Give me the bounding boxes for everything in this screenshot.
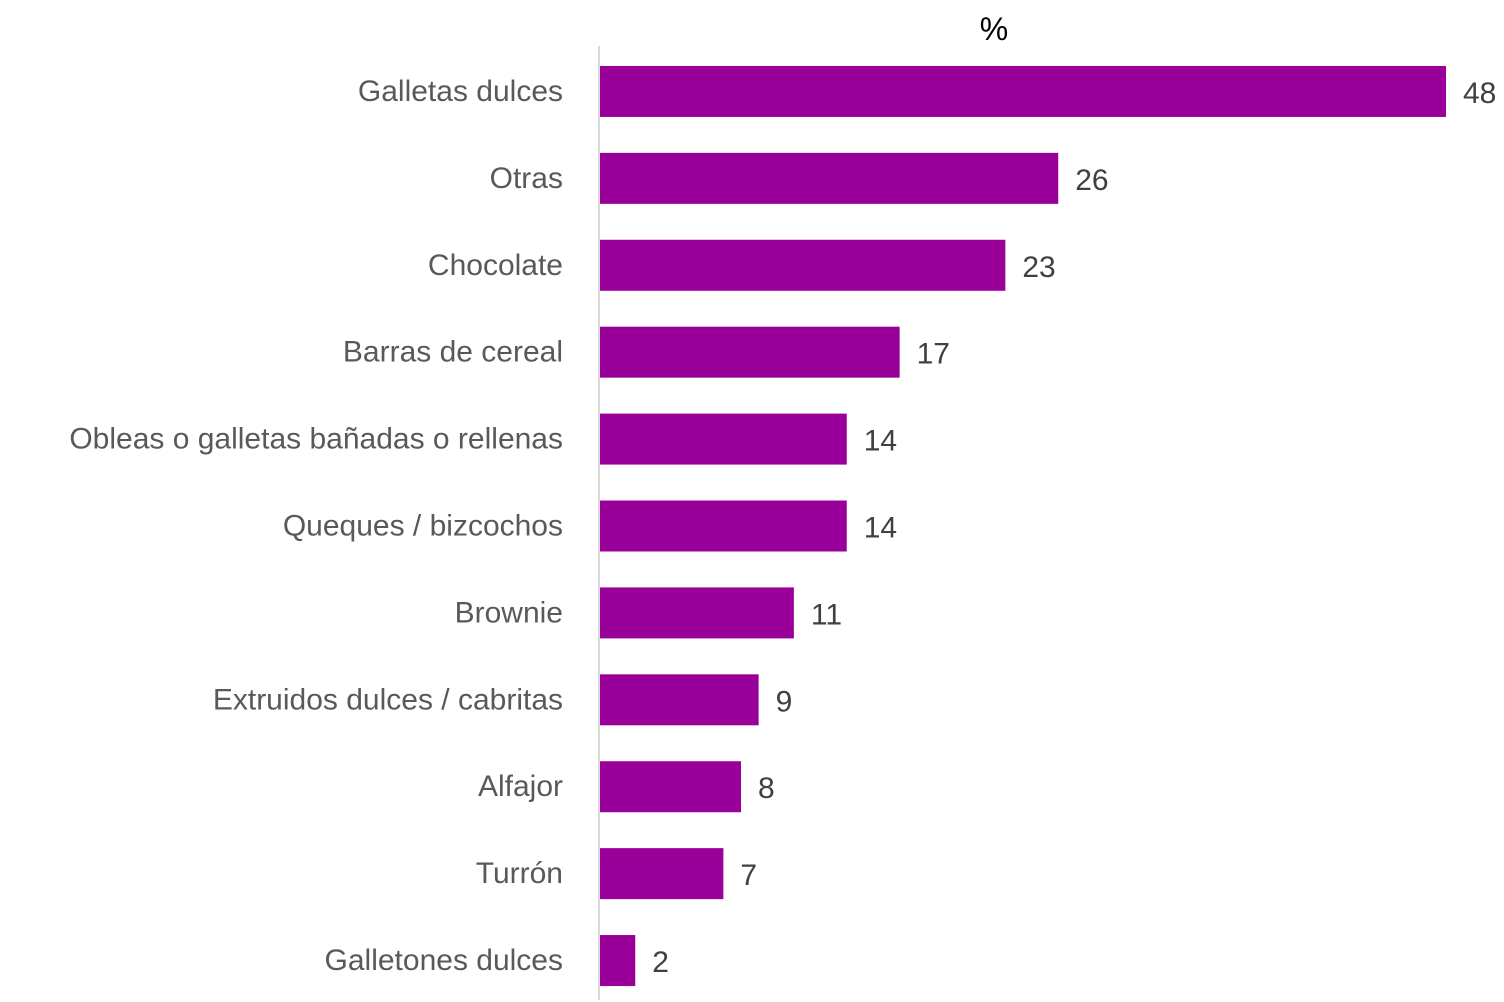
- category-label: Queques / bizcochos: [283, 510, 563, 543]
- bar: [600, 413, 847, 465]
- data-label: 8: [758, 772, 775, 805]
- bar: [600, 152, 1059, 204]
- bar: [600, 761, 741, 813]
- data-label: 14: [864, 512, 897, 545]
- value-labels: 48 26 23 17 14 14 11 9 8 7 2: [652, 77, 1496, 979]
- category-label: Otras: [490, 162, 563, 195]
- data-label: 2: [652, 946, 669, 979]
- data-label: 48: [1463, 77, 1496, 110]
- bar: [600, 587, 794, 639]
- category-label: Chocolate: [428, 249, 563, 282]
- bar: [600, 326, 900, 378]
- category-label: Turrón: [476, 857, 563, 890]
- category-label: Extruidos dulces / cabritas: [213, 683, 563, 716]
- chart-title: %: [980, 11, 1008, 47]
- category-labels: Galletas dulces Otras Chocolate Barras de c…: [69, 75, 563, 977]
- bar: [600, 239, 1006, 291]
- bar: [600, 935, 636, 987]
- data-label: 9: [776, 685, 793, 718]
- bar: [600, 65, 1446, 117]
- bar: [600, 848, 724, 900]
- data-label: 11: [811, 598, 842, 631]
- category-label: Galletas dulces: [358, 75, 563, 108]
- category-label: Alfajor: [478, 770, 563, 803]
- data-label: 17: [917, 338, 950, 371]
- data-label: 7: [740, 859, 757, 892]
- category-label: Barras de cereal: [343, 336, 563, 369]
- bars-group: [600, 65, 1446, 987]
- category-label: Obleas o galletas bañadas o rellenas: [69, 423, 563, 456]
- bar: [600, 674, 759, 726]
- data-label: 23: [1022, 251, 1055, 284]
- category-label: Galletones dulces: [325, 944, 563, 977]
- data-label: 26: [1075, 164, 1108, 197]
- category-label: Brownie: [455, 596, 563, 629]
- data-label: 14: [864, 425, 897, 458]
- bar: [600, 500, 847, 552]
